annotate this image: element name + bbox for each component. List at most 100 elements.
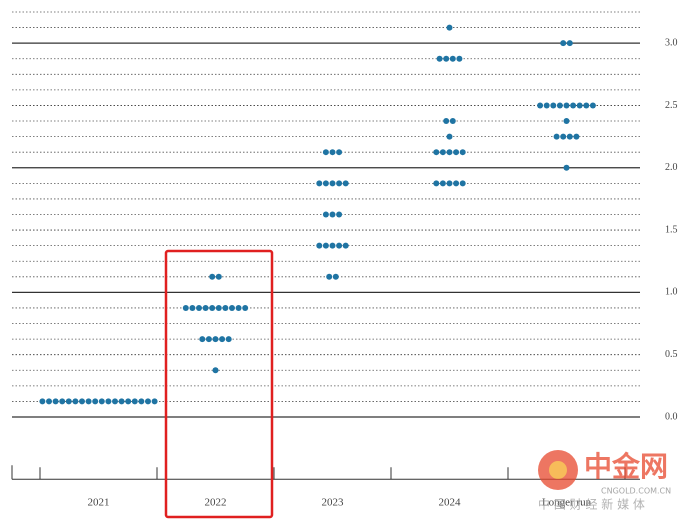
dot — [215, 273, 222, 280]
dot — [433, 149, 440, 156]
dot — [589, 102, 596, 109]
x-tick-label: 2022 — [205, 497, 227, 509]
dot — [332, 273, 339, 280]
dot — [151, 398, 158, 405]
dot — [453, 149, 460, 156]
dot — [550, 102, 557, 109]
dot — [118, 398, 125, 405]
dot — [199, 336, 206, 343]
dot — [182, 304, 189, 311]
dot — [322, 180, 329, 187]
dot — [322, 242, 329, 249]
dot — [202, 304, 209, 311]
y-tick-label: 2.0 — [665, 162, 678, 173]
x-tick-label: Longer run — [542, 497, 592, 509]
dot — [566, 133, 573, 140]
dot — [560, 40, 567, 47]
dot — [65, 398, 72, 405]
dot — [446, 180, 453, 187]
dot — [459, 180, 466, 187]
dot — [225, 336, 232, 343]
dot — [79, 398, 85, 405]
dot — [209, 273, 216, 280]
dot — [98, 398, 105, 405]
dot — [449, 118, 456, 125]
dot — [563, 102, 570, 109]
dot — [212, 367, 219, 374]
x-tick-label: 2021 — [88, 497, 110, 509]
dot — [105, 398, 112, 405]
dot — [322, 149, 329, 156]
y-tick-label: 3.0 — [665, 37, 678, 48]
dot — [449, 55, 456, 62]
dot — [583, 102, 590, 109]
dot — [92, 398, 99, 405]
dot — [242, 304, 249, 311]
dot — [433, 180, 440, 187]
dot — [576, 102, 583, 109]
dot — [446, 24, 453, 31]
watermark-brand: 中金网 — [584, 450, 668, 483]
watermark-slogan: 中 国 财 经 新 媒 体 — [538, 497, 645, 512]
dot — [219, 336, 226, 343]
dot — [553, 133, 560, 140]
dot — [112, 398, 118, 405]
dot — [189, 304, 196, 311]
y-tick-label: 1.5 — [665, 224, 678, 235]
dot — [456, 55, 463, 62]
dot — [537, 102, 544, 109]
y-tick-label: 2.5 — [665, 100, 678, 111]
dot — [229, 304, 235, 311]
dot — [125, 398, 132, 405]
dot — [329, 242, 336, 249]
dot — [336, 180, 343, 187]
dot — [342, 242, 349, 249]
dot — [329, 211, 336, 218]
dot — [39, 398, 46, 405]
dot — [566, 40, 573, 47]
dot — [336, 211, 343, 218]
dot — [329, 149, 336, 156]
dot — [560, 133, 567, 140]
dot — [85, 398, 92, 405]
dot — [222, 304, 229, 311]
x-tick-label: 2024 — [439, 497, 462, 509]
dot — [439, 180, 446, 187]
y-tick-label: 0.0 — [665, 411, 678, 422]
plot: 0.0 0.5 1.0 1.5 2.0 2.5 3.0 2021 2022 2023 2024 Lon… — [11, 11, 678, 519]
dot — [459, 149, 466, 156]
dot — [235, 304, 242, 311]
dot — [138, 398, 145, 405]
y-tick-label: 0.5 — [665, 349, 678, 360]
watermark-site: CNGOLD.COM.CN — [601, 487, 671, 496]
dot — [215, 304, 222, 311]
dot — [209, 304, 216, 311]
dot — [59, 398, 66, 405]
x-tick-label: 2023 — [322, 497, 345, 509]
dot — [205, 336, 212, 343]
dot — [52, 398, 59, 405]
dot — [212, 336, 219, 343]
dot — [573, 133, 580, 140]
dot — [336, 242, 343, 249]
dot — [336, 149, 343, 156]
dot — [556, 102, 563, 109]
dot — [131, 398, 138, 405]
dot — [563, 118, 570, 125]
dot — [316, 242, 323, 249]
highlight-box — [164, 249, 274, 519]
watermark-logo — [549, 461, 567, 479]
dot — [342, 180, 349, 187]
dot — [439, 149, 446, 156]
watermark: 中金网 CNGOLD.COM.CN 中 国 财 经 新 媒 体 — [538, 450, 671, 512]
dot — [145, 398, 151, 405]
dot — [72, 398, 79, 405]
dot — [543, 102, 550, 109]
dot — [443, 118, 450, 125]
dot — [322, 211, 329, 218]
dot — [316, 180, 323, 187]
dot — [329, 180, 336, 187]
dot — [570, 102, 577, 109]
dot — [446, 133, 453, 140]
